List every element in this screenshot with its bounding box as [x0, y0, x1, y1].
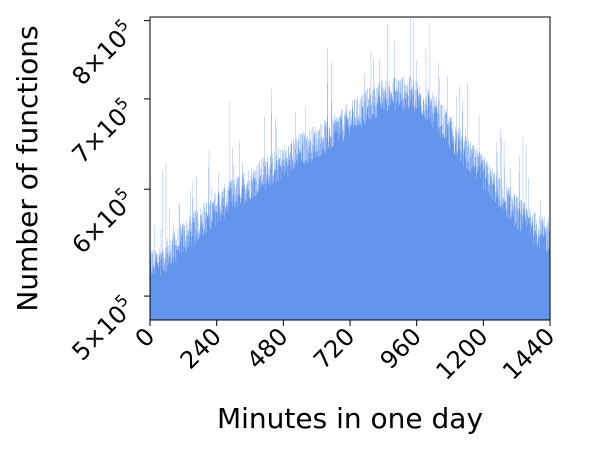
x-tick-label: 1440 — [497, 322, 560, 385]
x-tick-label: 960 — [375, 322, 427, 374]
y-tick-label: 8×105 — [65, 15, 141, 91]
histogram-bars — [150, 18, 551, 320]
x-tick-label: 720 — [308, 322, 360, 374]
x-axis-label: Minutes in one day — [217, 402, 483, 435]
x-tick-label: 0 — [130, 322, 161, 353]
x-axis-ticks: 0 240 480 720 960 1200 1440 — [130, 320, 560, 385]
y-tick-label: 5×105 — [65, 290, 141, 366]
y-axis-label: Number of functions — [11, 25, 44, 311]
bars-group — [150, 18, 551, 320]
x-tick-label: 1200 — [431, 322, 494, 385]
x-tick-label: 240 — [175, 322, 227, 374]
x-tick-label: 480 — [241, 322, 293, 374]
y-tick-label: 7×105 — [65, 93, 141, 169]
y-tick-label: 6×105 — [65, 184, 141, 260]
